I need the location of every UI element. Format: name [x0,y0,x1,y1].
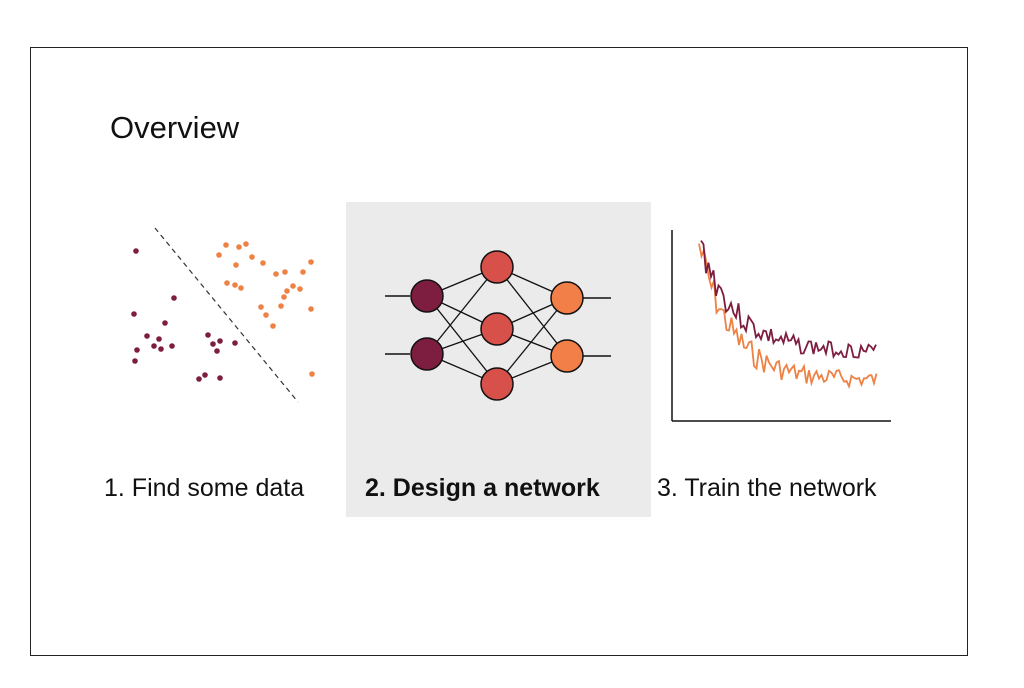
output-node [550,281,584,315]
output-node [550,339,584,373]
data-point-class-a [171,295,177,301]
data-point-class-b [308,306,314,312]
data-point-class-a [196,376,202,382]
data-point-class-a [151,343,157,349]
input-node [410,279,444,313]
data-point-class-a [214,348,220,354]
data-point-class-a [205,332,211,338]
data-point-class-b [224,280,230,286]
data-point-class-b [223,242,229,248]
data-point-class-b [282,269,288,275]
data-point-class-b [258,304,264,310]
data-point-class-b [284,288,290,294]
data-point-class-b [260,260,266,266]
hidden-node [480,367,514,401]
data-point-class-b [233,262,239,268]
data-point-class-b [243,241,249,247]
data-point-class-a [202,372,208,378]
data-point-class-b [273,271,279,277]
data-point-class-a [156,336,162,342]
data-point-class-b [238,285,244,291]
data-point-class-b [300,269,306,275]
loss-curve-icon [671,230,891,422]
data-point-class-b [232,282,238,288]
data-point-class-a [232,340,238,346]
step-1-label: 1. Find some data [104,474,305,502]
network-edge [426,295,498,385]
data-point-class-b [309,371,315,377]
hidden-node [480,312,514,346]
data-point-class-b [263,312,269,318]
data-point-class-b [281,294,287,300]
data-point-class-b [297,286,303,292]
neural-network-icon [385,250,611,401]
page-title: Overview [110,110,240,145]
data-point-class-b [249,254,255,260]
step-3-label: 3. Train the network [657,474,877,502]
network-edge [426,266,498,355]
step-2-label: 2. Design a network [365,474,600,502]
network-edge [496,297,568,385]
data-point-class-b [270,323,276,329]
data-point-class-a [169,343,175,349]
data-point-class-a [131,311,137,317]
data-point-class-b [308,259,314,265]
data-point-class-b [236,244,242,250]
network-edge [496,266,568,357]
data-point-class-a [133,248,139,254]
data-point-class-a [134,347,140,353]
data-point-class-b [278,303,284,309]
data-point-class-b [290,283,296,289]
hidden-node [480,250,514,284]
training-curve [700,240,877,360]
scatter-plot-icon [131,227,315,403]
data-point-class-a [217,338,223,344]
decision-boundary [154,227,299,403]
data-point-class-a [132,358,138,364]
data-point-class-b [216,252,222,258]
data-point-class-a [217,375,223,381]
data-point-class-a [162,320,168,326]
validation-curve [698,243,878,390]
data-point-class-a [158,346,164,352]
input-node [410,337,444,371]
data-point-class-a [144,333,150,339]
data-point-class-a [210,341,216,347]
